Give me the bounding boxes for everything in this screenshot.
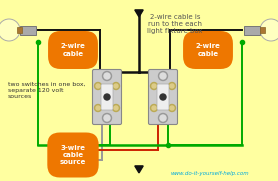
Text: 3-wire
cable
source: 3-wire cable source	[60, 145, 86, 165]
Circle shape	[150, 104, 158, 111]
Text: two switches in one box,
separate 120 volt
sources: two switches in one box, separate 120 vo…	[8, 82, 86, 99]
Circle shape	[96, 106, 100, 110]
Circle shape	[103, 71, 111, 81]
Circle shape	[104, 73, 110, 79]
Polygon shape	[135, 10, 143, 17]
Ellipse shape	[0, 19, 20, 41]
Circle shape	[114, 106, 118, 110]
Circle shape	[152, 106, 156, 110]
Polygon shape	[135, 166, 143, 173]
Circle shape	[168, 83, 175, 89]
FancyBboxPatch shape	[101, 84, 113, 110]
Circle shape	[96, 84, 100, 88]
Circle shape	[113, 104, 120, 111]
Bar	[260, 27, 265, 33]
Text: 2-wire cable is
run to the each
light fixture box: 2-wire cable is run to the each light fi…	[147, 14, 203, 34]
Text: 2-wire
cable: 2-wire cable	[195, 43, 220, 56]
Circle shape	[170, 84, 174, 88]
Circle shape	[168, 104, 175, 111]
Circle shape	[158, 71, 168, 81]
Bar	[244, 26, 260, 35]
Circle shape	[170, 106, 174, 110]
Circle shape	[160, 73, 166, 79]
Text: 2-wire
cable: 2-wire cable	[61, 43, 85, 56]
Bar	[17, 27, 22, 33]
FancyBboxPatch shape	[93, 70, 121, 125]
FancyBboxPatch shape	[157, 84, 169, 110]
Ellipse shape	[260, 19, 278, 41]
Circle shape	[95, 83, 101, 89]
Circle shape	[113, 83, 120, 89]
Circle shape	[152, 84, 156, 88]
Circle shape	[150, 83, 158, 89]
Circle shape	[160, 115, 166, 121]
Text: www.do-it-yourself-help.com: www.do-it-yourself-help.com	[171, 172, 249, 176]
Circle shape	[158, 113, 168, 123]
FancyBboxPatch shape	[148, 70, 177, 125]
Circle shape	[103, 113, 111, 123]
Circle shape	[104, 115, 110, 121]
Bar	[20, 26, 36, 35]
Circle shape	[114, 84, 118, 88]
Circle shape	[95, 104, 101, 111]
Circle shape	[160, 94, 166, 100]
Circle shape	[104, 94, 110, 100]
